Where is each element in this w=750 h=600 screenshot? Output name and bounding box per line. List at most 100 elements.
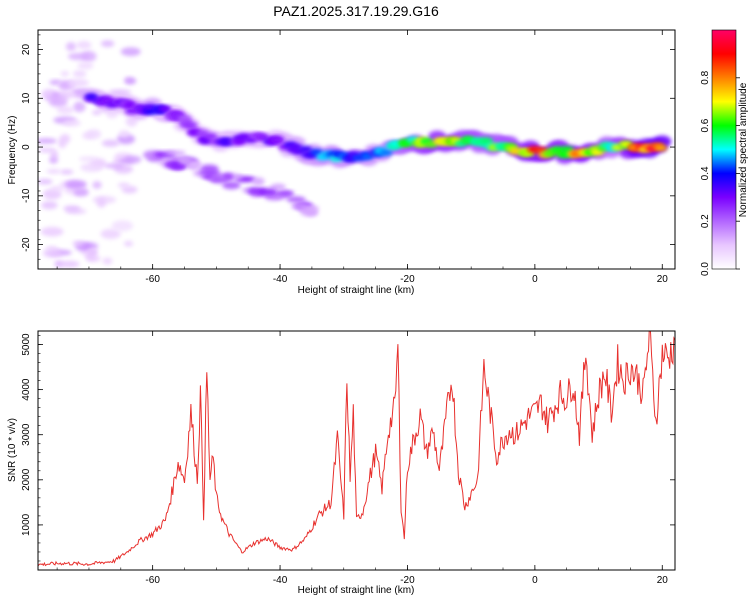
spectral-ridge-blob bbox=[310, 149, 324, 156]
spectral-branch-blob bbox=[165, 150, 186, 156]
spectrogram-y-tick-label: -10 bbox=[21, 188, 32, 203]
spectral-noise-blob bbox=[78, 156, 97, 162]
spectral-ridge-blob bbox=[184, 122, 198, 129]
spectral-noise-blob bbox=[56, 106, 74, 115]
spectral-noise-blob bbox=[77, 61, 94, 70]
spectral-noise-blob bbox=[45, 245, 59, 252]
colorbar: 0.0 0.2 0.4 0.6 0.8 Normalized spectral ampl… bbox=[700, 29, 749, 276]
snr-y-tick-label: 4000 bbox=[21, 378, 32, 401]
spectrogram-y-ticks: -20 -10 0 10 20 bbox=[21, 34, 675, 270]
spectral-branch-blob bbox=[270, 183, 286, 191]
spectral-noise-blob bbox=[58, 80, 71, 90]
spectrogram-y-axis-label: Frequency (Hz) bbox=[7, 116, 18, 185]
spectral-ridge-blob bbox=[379, 149, 393, 156]
spectral-branch-blob bbox=[178, 157, 192, 165]
spectrogram-x-tick-label: -60 bbox=[145, 274, 160, 285]
snr-x-tick-label: -40 bbox=[273, 575, 288, 586]
snr-y-tick-label: 2000 bbox=[21, 468, 32, 491]
spectral-noise-blob bbox=[63, 205, 81, 212]
spectral-noise-blob bbox=[65, 180, 87, 189]
spectral-noise-blob bbox=[92, 181, 102, 189]
snr-x-tick-label: -60 bbox=[145, 575, 160, 586]
snr-y-tick-label: 3000 bbox=[21, 423, 32, 446]
spectral-noise-blob bbox=[49, 156, 59, 164]
snr-background bbox=[38, 331, 675, 570]
spectral-noise-blob bbox=[65, 42, 77, 52]
spectral-noise-blob bbox=[101, 139, 120, 147]
snr-y-axis-label: SNR (10 * v/v) bbox=[7, 418, 18, 482]
snr-x-ticks: -60 -40 -20 0 20 bbox=[56, 331, 669, 586]
spectral-noise-blob bbox=[119, 158, 135, 164]
spectrogram-x-tick-label: 20 bbox=[657, 274, 669, 285]
spectral-noise-blob bbox=[121, 185, 138, 194]
spectral-branch-blob bbox=[277, 190, 295, 196]
snr-panel: -60 -40 -20 0 20 1000 2000 3000 4000 5000 Height… bbox=[7, 330, 676, 596]
spectral-noise-blob bbox=[118, 129, 130, 138]
colorbar-tick-label: 0.8 bbox=[700, 70, 711, 84]
spectral-ridge-blob bbox=[84, 93, 98, 100]
snr-x-tick-label: 0 bbox=[532, 575, 538, 586]
spectral-noise-blob bbox=[106, 110, 118, 119]
spectral-noise-blob bbox=[100, 228, 121, 239]
spectral-noise-blob bbox=[46, 168, 61, 174]
spectrogram-x-axis-label: Height of straight line (km) bbox=[298, 285, 415, 296]
colorbar-tick-label: 0.6 bbox=[700, 118, 711, 132]
colorbar-frame bbox=[711, 29, 737, 270]
spectral-noise-blob bbox=[50, 185, 65, 192]
spectral-noise-blob bbox=[41, 201, 58, 210]
spectral-noise-blob bbox=[117, 182, 130, 188]
snr-x-axis-label: Height of straight line (km) bbox=[298, 585, 415, 596]
spectral-branch-blob bbox=[252, 177, 265, 186]
spectral-noise-blob bbox=[73, 188, 89, 197]
spectrogram-x-ticks: -60 -40 -20 0 20 bbox=[56, 30, 669, 285]
spectral-noise-blob bbox=[67, 52, 90, 61]
spectral-ridge-blob bbox=[479, 137, 493, 145]
colorbar-gradient bbox=[712, 30, 736, 269]
spectral-ridge-blob bbox=[271, 136, 285, 144]
spectral-branch-blob bbox=[291, 202, 308, 210]
spectral-noise-blob bbox=[73, 101, 86, 113]
spectral-noise-blob bbox=[59, 260, 80, 268]
spectral-branch-blob bbox=[286, 196, 306, 203]
spectral-noise-blob bbox=[42, 248, 62, 258]
snr-frame bbox=[37, 330, 676, 571]
spectrogram-x-tick-label: -20 bbox=[400, 274, 415, 285]
snr-y-tick-label: 5000 bbox=[21, 333, 32, 356]
spectrogram-y-tick-label: -20 bbox=[21, 237, 32, 252]
spectral-branch-blob bbox=[199, 169, 220, 176]
spectrogram-blobs bbox=[38, 40, 672, 268]
spectral-noise-blob bbox=[120, 47, 141, 57]
spectral-noise-blob bbox=[111, 220, 134, 232]
spectral-branch-blob bbox=[169, 163, 188, 169]
spectral-noise-blob bbox=[68, 78, 89, 88]
spectral-ridge-blob bbox=[360, 153, 374, 160]
spectral-ridge-blob bbox=[654, 144, 668, 152]
spectral-noise-blob bbox=[38, 138, 57, 144]
spectral-noise-blob bbox=[96, 197, 106, 208]
spectrogram-y-tick-label: 0 bbox=[21, 144, 32, 150]
spectral-noise-blob bbox=[102, 257, 113, 265]
snr-series-line bbox=[38, 331, 675, 567]
spectral-noise-blob bbox=[125, 116, 138, 127]
spectral-noise-blob bbox=[124, 77, 137, 85]
figure-title: PAZ1.2025.317.19.29.G16 bbox=[273, 3, 439, 19]
snr-x-tick-label: 20 bbox=[657, 575, 669, 586]
spectral-ridge-blob bbox=[158, 105, 172, 112]
spectral-branch-blob bbox=[258, 188, 277, 197]
colorbar-ticks: 0.0 0.2 0.4 0.6 0.8 bbox=[700, 70, 740, 276]
spectral-branch-blob bbox=[222, 181, 241, 190]
spectral-noise-blob bbox=[86, 129, 102, 140]
spectral-noise-blob bbox=[38, 178, 53, 185]
spectral-noise-blob bbox=[72, 70, 87, 78]
colorbar-label: Normalized spectral amplitude bbox=[738, 82, 749, 217]
colorbar-tick-label: 0.2 bbox=[700, 214, 711, 228]
spectral-noise-blob bbox=[60, 169, 74, 175]
spectral-noise-blob bbox=[123, 240, 134, 247]
snr-x-tick-label: -20 bbox=[400, 575, 415, 586]
spectrogram-panel: -60 -40 -20 0 20 -20 -10 0 10 20 Height of strai… bbox=[7, 29, 676, 296]
spectral-noise-blob bbox=[104, 163, 125, 169]
spectral-ridge-blob bbox=[204, 133, 218, 140]
spectrogram-y-tick-label: 20 bbox=[21, 44, 32, 56]
